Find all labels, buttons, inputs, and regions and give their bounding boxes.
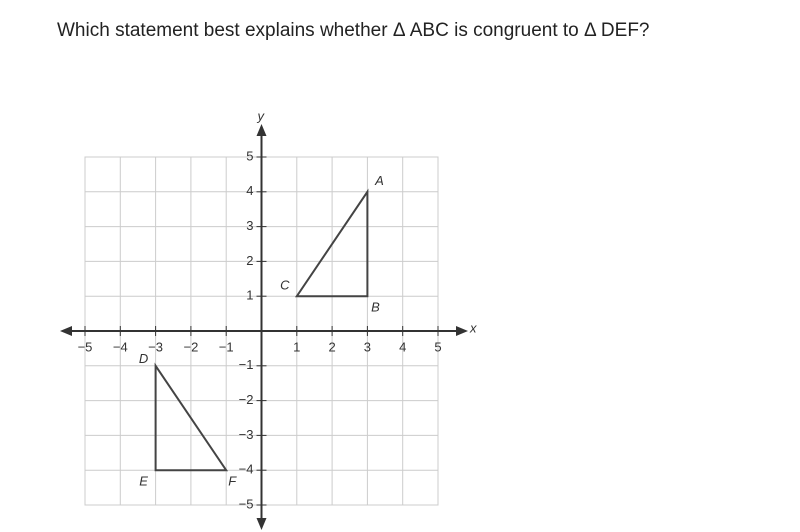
y-tick-label: 3: [246, 218, 253, 233]
y-tick-label: 5: [246, 148, 253, 163]
y-axis-label: y: [257, 108, 266, 123]
y-tick-label: −5: [239, 496, 254, 511]
x-tick-label: 5: [434, 339, 441, 354]
y-tick-label: −1: [239, 357, 254, 372]
arrow: [256, 518, 267, 530]
y-tick-label: −2: [239, 392, 254, 407]
arrow: [256, 124, 267, 136]
x-tick-label: 4: [399, 339, 406, 354]
x-tick-label: 1: [293, 339, 300, 354]
y-tick-label: 2: [246, 253, 253, 268]
vertex-label: E: [139, 474, 148, 489]
x-tick-label: −3: [148, 339, 163, 354]
x-tick-label: −4: [113, 339, 128, 354]
x-tick-label: 2: [328, 339, 335, 354]
y-tick-label: 4: [246, 183, 253, 198]
y-tick-label: 1: [246, 288, 253, 303]
vertex-label: F: [228, 474, 237, 489]
x-tick-label: 3: [364, 339, 371, 354]
y-tick-label: −4: [239, 462, 254, 477]
x-tick-label: −1: [219, 339, 234, 354]
arrow: [60, 326, 72, 336]
triangle: [154, 362, 229, 472]
x-axis-label: x: [469, 320, 477, 335]
triangle: [294, 188, 369, 298]
vertex-label: A: [374, 173, 384, 188]
vertex-label: C: [280, 278, 290, 293]
y-tick-label: −3: [239, 427, 254, 442]
vertex-label: D: [139, 351, 148, 366]
vertex-label: B: [371, 300, 380, 315]
question: Which statement best explains whether Δ …: [57, 20, 650, 41]
x-tick-label: −2: [183, 339, 198, 354]
x-tick-label: −5: [78, 339, 93, 354]
arrow: [456, 326, 468, 336]
